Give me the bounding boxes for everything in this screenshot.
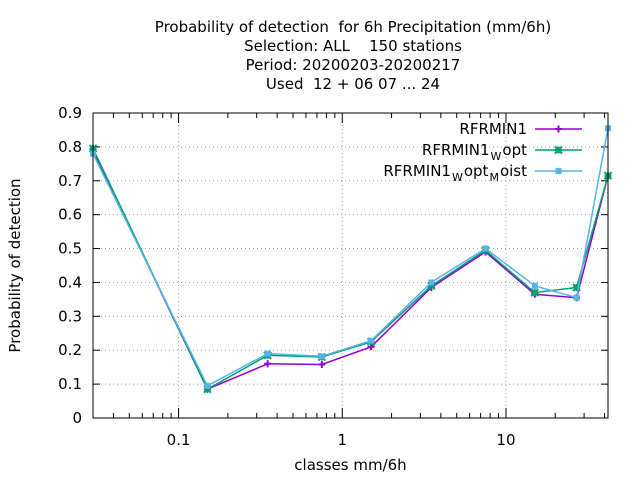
y-tick-label: 0.8 <box>58 138 82 156</box>
series-line <box>92 128 609 387</box>
y-tick-label: 0.1 <box>58 375 82 393</box>
data-point <box>530 288 540 297</box>
grid-lines <box>93 113 608 418</box>
data-point <box>318 360 326 368</box>
legend-entry-label: RFRMIN1WoptMoist <box>383 162 527 184</box>
x-tick-label: 0.1 <box>167 431 191 449</box>
y-tick-label: 0.9 <box>58 104 82 122</box>
y-tick-label: 0.3 <box>58 307 82 325</box>
y-axis-label: Probability of detection <box>6 178 24 352</box>
data-point <box>318 353 325 360</box>
y-tick-label: 0.5 <box>58 240 82 258</box>
data-point <box>264 350 271 357</box>
data-point <box>573 294 580 301</box>
data-point <box>203 384 212 394</box>
data-point <box>555 168 562 174</box>
title-line-3: Period: 20200203-20200217 <box>245 56 461 74</box>
title-line-4: Used 12 + 06 07 ... 24 <box>265 75 441 93</box>
legend-entry-label: RFRMIN1Wopt <box>422 141 527 163</box>
data-point <box>204 382 211 389</box>
data-point <box>427 281 436 291</box>
x-tick-label: 10 <box>496 431 515 449</box>
series-line <box>92 148 609 391</box>
series-line <box>92 149 609 391</box>
title-line-1: Probability of detection for 6h Precipit… <box>154 18 552 36</box>
data-point <box>482 245 489 252</box>
y-tick-label: 0.4 <box>58 273 82 291</box>
legend-entry-label: RFRMIN1 <box>459 120 527 138</box>
data-point <box>531 282 538 289</box>
x-axis-label: classes mm/6h <box>294 456 406 474</box>
y-tick-label: 0 <box>72 409 82 427</box>
x-tick-label: 1 <box>338 431 348 449</box>
series-3 <box>90 125 611 389</box>
y-tick-label: 0.6 <box>58 206 82 224</box>
y-tick-label: 0.7 <box>58 172 82 190</box>
data-point <box>554 145 563 155</box>
data-point <box>264 360 272 368</box>
title-line-2: Selection: ALL 150 stations <box>244 37 462 55</box>
data-point <box>572 283 581 292</box>
data-point <box>368 337 375 344</box>
y-tick-label: 0.2 <box>58 341 82 359</box>
x-tick-labels: 0.1 1 10 <box>167 431 516 449</box>
y-tick-labels: 0 0.1 0.2 0.3 0.4 0.5 0.6 0.7 0.8 0.9 <box>58 104 82 427</box>
axis-ticks <box>93 112 608 419</box>
data-point <box>555 125 562 133</box>
plot-frame <box>92 112 609 419</box>
series-2 <box>88 144 613 394</box>
series-1 <box>89 146 612 393</box>
data-series <box>88 125 613 394</box>
data-point <box>428 279 435 286</box>
